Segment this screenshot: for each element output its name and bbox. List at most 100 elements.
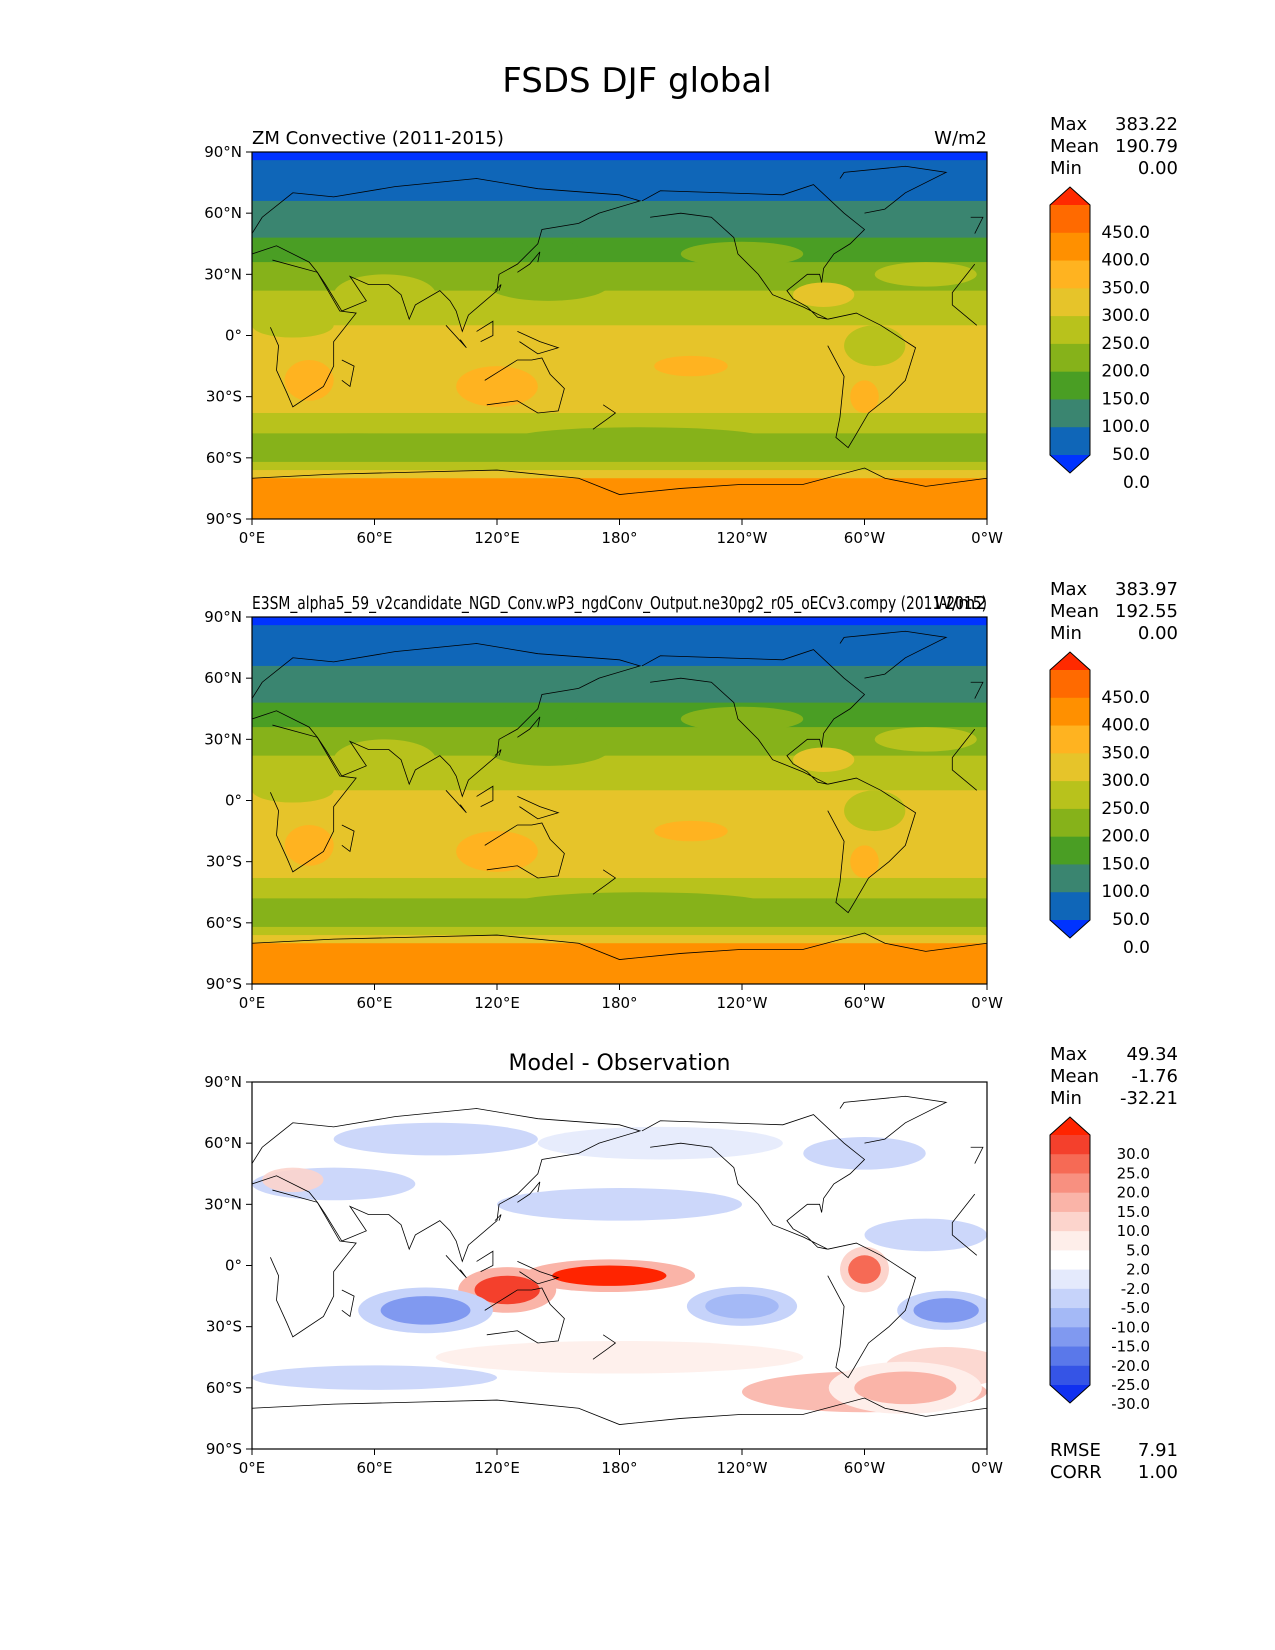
stat-value: 1.00 <box>1138 1462 1178 1483</box>
lat-tick-label: 60°N <box>204 1134 242 1152</box>
stat-label: Mean <box>1050 1066 1099 1087</box>
coastline <box>445 790 467 814</box>
colorbar-extend-top <box>1050 1117 1090 1135</box>
colorbar-segment <box>1050 343 1090 373</box>
coastline <box>494 749 502 756</box>
panel-3: 90°N 60°N 30°N 0° 30°S 60°S 90°S0°E 60°E 120°E 18… <box>204 1044 1178 1483</box>
colorbar-segment <box>1050 316 1090 345</box>
coastline <box>517 796 560 820</box>
anomaly-patch <box>537 1126 783 1160</box>
colorbar-segment <box>1050 1135 1090 1155</box>
coastline <box>970 681 984 699</box>
field-band <box>252 461 987 471</box>
lon-tick-label: 120°W <box>717 1459 768 1477</box>
field-blob <box>793 282 855 307</box>
colorbar-segment <box>1050 1327 1090 1348</box>
lat-tick-label: 60°S <box>206 1379 242 1397</box>
field-blob <box>517 427 763 448</box>
lat-tick-label: 60°S <box>206 914 242 932</box>
lon-tick-label: 0°W <box>971 994 1003 1012</box>
lon-tick-label: 180° <box>601 1459 637 1477</box>
field-band <box>252 877 987 899</box>
stat-label: RMSE <box>1050 1440 1101 1461</box>
stat-label: Min <box>1050 1088 1082 1109</box>
colorbar-segment <box>1050 371 1090 400</box>
colorbar-label: 15.0 <box>1117 1203 1150 1221</box>
colorbar-segment <box>1050 753 1090 782</box>
lon-tick-label: 0°E <box>239 994 266 1012</box>
lon-tick-label: 120°W <box>717 529 768 547</box>
coastline <box>827 777 917 914</box>
coastline <box>517 1261 560 1285</box>
lon-tick-label: 60°E <box>356 1459 392 1477</box>
field-band <box>252 237 987 263</box>
colorbar-segment <box>1050 1346 1090 1367</box>
field-band <box>252 665 987 704</box>
colorbar-label: -20.0 <box>1111 1357 1150 1375</box>
field-blob <box>654 820 728 842</box>
coastline <box>270 1189 978 1338</box>
colorbar-segment <box>1050 1173 1090 1194</box>
colorbar-segment <box>1050 1308 1090 1328</box>
field-blob <box>456 831 538 872</box>
lat-tick-label: 90°N <box>204 1073 242 1091</box>
lat-tick-label: 30°N <box>204 1195 242 1213</box>
coastlines <box>252 630 987 960</box>
anomaly-feature <box>474 1275 540 1305</box>
stat-value: 49.34 <box>1126 1044 1178 1065</box>
lat-tick-label: 30°N <box>204 730 242 748</box>
coastline <box>252 467 987 495</box>
colorbar-segment <box>1050 864 1090 893</box>
coastline <box>445 1255 467 1278</box>
colorbar-segment <box>1050 1154 1090 1174</box>
coastline <box>484 822 565 879</box>
colorbar-label: 20.0 <box>1117 1184 1150 1202</box>
coastline <box>494 1214 502 1221</box>
coastline <box>476 785 494 807</box>
colorbar-segment <box>1050 808 1090 838</box>
field-blob <box>272 898 436 915</box>
colorbar-segment <box>1050 1231 1090 1251</box>
lon-tick-label: 180° <box>601 994 637 1012</box>
stat-value: 192.55 <box>1115 601 1178 622</box>
field-blob <box>844 790 906 832</box>
lat-tick-label: 60°N <box>204 204 242 222</box>
coastline <box>484 357 565 414</box>
field-blob <box>874 262 977 287</box>
colorbar-label: 400.0 <box>1101 251 1150 271</box>
colorbar-extend-top <box>1050 652 1090 670</box>
coastline <box>839 1095 948 1144</box>
colorbar-segment <box>1050 697 1090 727</box>
coastline <box>641 184 866 320</box>
coastline <box>517 1181 541 1203</box>
field-band <box>252 470 987 479</box>
colorbar-segment <box>1050 1269 1090 1290</box>
coastlines <box>252 165 987 495</box>
field-blob <box>333 739 436 781</box>
field-blob <box>517 892 763 913</box>
field-blob <box>850 845 879 878</box>
lon-tick-label: 60°E <box>356 529 392 547</box>
coastline <box>517 331 560 355</box>
lon-tick-label: 60°W <box>844 529 886 547</box>
stat-value: 383.22 <box>1115 114 1178 135</box>
lon-tick-label: 0°E <box>239 1459 266 1477</box>
field-blob <box>874 727 977 752</box>
field-blob <box>850 380 879 413</box>
field-blob <box>486 733 610 766</box>
colorbar-label: 0.0 <box>1123 473 1150 493</box>
colorbar-label: 200.0 <box>1101 827 1150 847</box>
field-blob <box>486 268 610 301</box>
field-band <box>252 160 987 202</box>
colorbar-segment <box>1050 725 1090 754</box>
panel-left-title: E3SM_alpha5_59_v2candidate_NGD_Conv.wP3_… <box>252 593 987 614</box>
coastline <box>252 932 987 960</box>
lat-tick-label: 0° <box>225 792 242 810</box>
coastline <box>592 404 617 430</box>
colorbar-label: 150.0 <box>1101 389 1150 409</box>
field-blob <box>654 355 728 377</box>
lat-tick-label: 60°N <box>204 669 242 687</box>
coastline <box>839 630 948 679</box>
colorbar-extend-bottom <box>1050 1385 1090 1403</box>
